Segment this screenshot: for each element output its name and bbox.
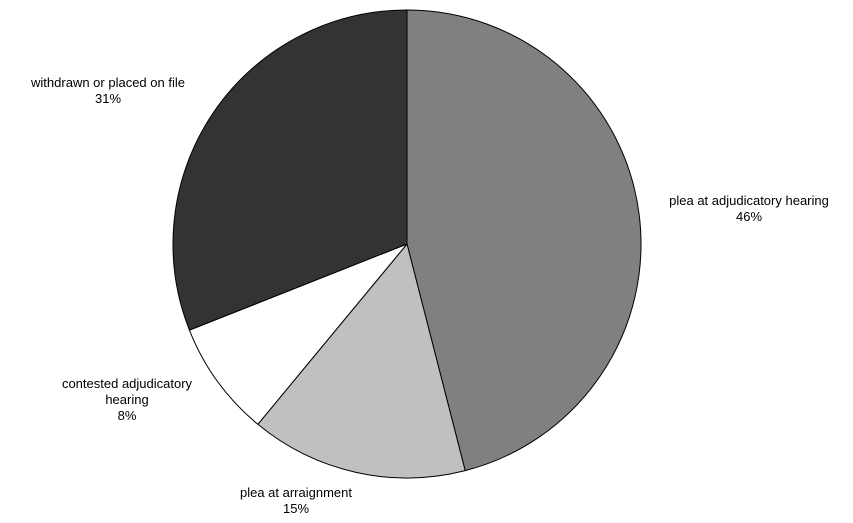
pie-slice (172, 9, 408, 331)
slice-label: contested adjudicatory hearing 8% (62, 376, 193, 423)
pie-slice (257, 242, 466, 479)
labels-layer: plea at adjudicatory hearing 46%plea at a… (30, 75, 829, 516)
slice-percent-label: 8% (118, 408, 137, 423)
pie-slice (406, 9, 642, 472)
slice-category-label: plea at adjudicatory hearing (669, 193, 829, 208)
slice-percent-label: 31% (95, 91, 121, 106)
slice-percent-label: 15% (283, 501, 309, 516)
slice-label: withdrawn or placed on file 31% (30, 75, 185, 106)
slice-label: plea at arraignment 15% (240, 485, 352, 516)
slice-category-label: plea at arraignment (240, 485, 352, 500)
slice-category-label: withdrawn or placed on file (30, 75, 185, 90)
slice-category-label: contested adjudicatory (62, 376, 193, 391)
slice-label: plea at adjudicatory hearing 46% (669, 193, 829, 224)
slices-layer (172, 9, 642, 479)
pie-slice (188, 243, 408, 426)
slice-category-label: hearing (105, 392, 148, 407)
slice-percent-label: 46% (736, 209, 762, 224)
